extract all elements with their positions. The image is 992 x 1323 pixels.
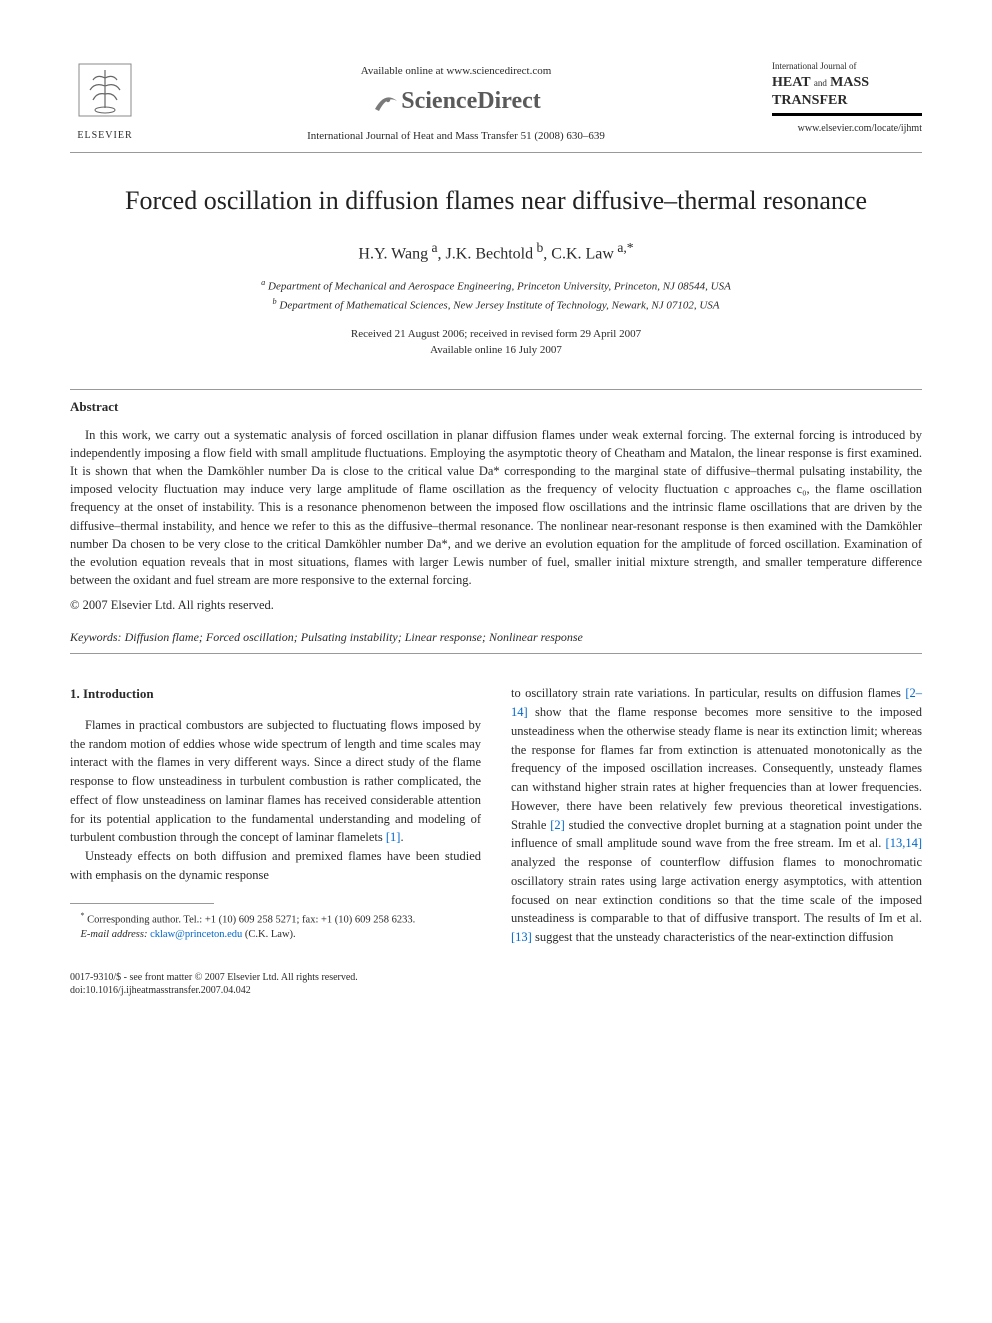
ref-link-13-14[interactable]: [13,14] (886, 836, 922, 850)
affiliation-a: Department of Mechanical and Aerospace E… (268, 281, 731, 293)
body-columns: 1. Introduction Flames in practical comb… (70, 684, 922, 947)
sciencedirect-swoosh-icon (371, 89, 399, 117)
ijhmt-title-box: International Journal of HEAT and MASS T… (772, 60, 922, 116)
elsevier-logo-block: ELSEVIER (70, 60, 140, 143)
journal-url: www.elsevier.com/locate/ijhmt (772, 122, 922, 136)
corresponding-author: * Corresponding author. Tel.: +1 (10) 60… (70, 910, 481, 928)
affiliations: a Department of Mechanical and Aerospace… (70, 277, 922, 313)
sciencedirect-text: ScienceDirect (401, 88, 541, 114)
ijhmt-transfer: TRANSFER (772, 93, 847, 108)
sciencedirect-logo: ScienceDirect (140, 85, 772, 119)
front-matter-line: 0017-9310/$ - see front matter © 2007 El… (70, 972, 358, 983)
abstract-heading: Abstract (70, 398, 922, 416)
intro-para-1: Flames in practical combustors are subje… (70, 716, 481, 847)
affiliation-b: Department of Mathematical Sciences, New… (279, 299, 719, 311)
intro-para-2: Unsteady effects on both diffusion and p… (70, 847, 481, 885)
right-column: to oscillatory strain rate variations. I… (511, 684, 922, 947)
ijhmt-mass: MASS (830, 75, 869, 90)
abstract-copyright: © 2007 Elsevier Ltd. All rights reserved… (70, 597, 922, 615)
footnote-block: * Corresponding author. Tel.: +1 (10) 60… (70, 910, 481, 943)
elsevier-tree-icon (75, 60, 135, 120)
ref-link-13[interactable]: [13] (511, 930, 532, 944)
email-line: E-mail address: cklaw@princeton.edu (C.K… (70, 928, 481, 943)
available-online-text: Available online at www.sciencedirect.co… (140, 64, 772, 79)
article-dates: Received 21 August 2006; received in rev… (70, 326, 922, 359)
header-rule (70, 152, 922, 153)
intro-para-2-cont: to oscillatory strain rate variations. I… (511, 684, 922, 947)
elsevier-label: ELSEVIER (70, 129, 140, 143)
left-column: 1. Introduction Flames in practical comb… (70, 684, 481, 947)
doi-line: doi:10.1016/j.ijheatmasstransfer.2007.04… (70, 985, 251, 996)
keywords-line: Keywords: Diffusion flame; Forced oscill… (70, 629, 922, 646)
center-header: Available online at www.sciencedirect.co… (140, 60, 772, 144)
ref-link-2[interactable]: [2] (550, 818, 565, 832)
received-date: Received 21 August 2006; received in rev… (351, 328, 641, 340)
abstract-text: In this work, we carry out a systematic … (70, 426, 922, 589)
keywords-label: Keywords: (70, 630, 122, 644)
journal-brand-block: International Journal of HEAT and MASS T… (772, 60, 922, 136)
abstract-bottom-rule (70, 653, 922, 654)
ijhmt-small-text: International Journal of (772, 60, 922, 73)
ref-link-1[interactable]: [1] (386, 830, 401, 844)
journal-reference: International Journal of Heat and Mass T… (140, 129, 772, 144)
ijhmt-heat: HEAT (772, 75, 811, 90)
bottom-publication-info: 0017-9310/$ - see front matter © 2007 El… (70, 971, 922, 997)
authors-line: H.Y. Wang a, J.K. Bechtold b, C.K. Law a… (70, 238, 922, 266)
article-title: Forced oscillation in diffusion flames n… (70, 183, 922, 219)
page-header: ELSEVIER Available online at www.science… (70, 60, 922, 144)
section-1-heading: 1. Introduction (70, 684, 481, 704)
online-date: Available online 16 July 2007 (430, 344, 562, 356)
keywords-text: Diffusion flame; Forced oscillation; Pul… (125, 630, 583, 644)
email-link[interactable]: cklaw@princeton.edu (150, 929, 242, 940)
footnote-separator (70, 903, 214, 904)
ijhmt-and: and (814, 78, 827, 88)
abstract-top-rule (70, 389, 922, 390)
